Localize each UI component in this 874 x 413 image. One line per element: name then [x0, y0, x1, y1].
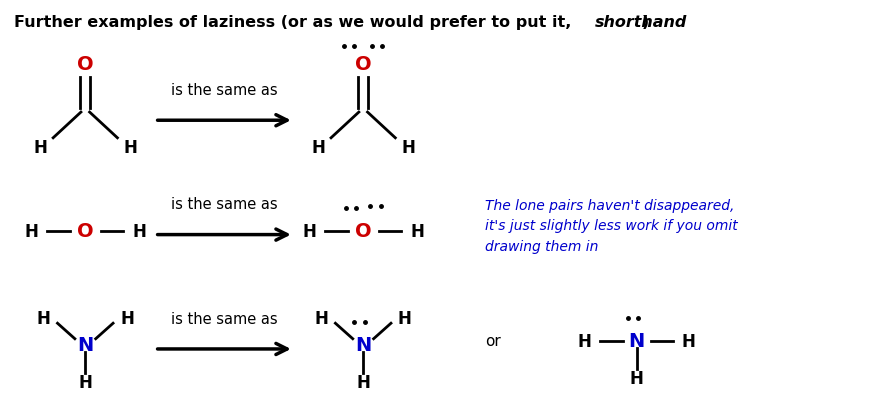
Text: H: H — [24, 222, 38, 240]
Text: N: N — [77, 335, 94, 354]
Text: H: H — [401, 138, 415, 157]
Text: H: H — [120, 310, 134, 328]
Text: ): ) — [642, 15, 649, 30]
Text: O: O — [355, 221, 371, 240]
Text: O: O — [77, 221, 94, 240]
Text: is the same as: is the same as — [171, 197, 278, 212]
Text: H: H — [37, 310, 51, 328]
Text: or: or — [486, 333, 502, 349]
Text: O: O — [77, 55, 94, 74]
Text: H: H — [410, 222, 424, 240]
Text: H: H — [302, 222, 316, 240]
Text: H: H — [79, 373, 93, 391]
Text: H: H — [311, 138, 325, 157]
Text: N: N — [355, 335, 371, 354]
Text: shorthand: shorthand — [595, 15, 688, 30]
Text: Further examples of laziness (or as we would prefer to put it,: Further examples of laziness (or as we w… — [14, 15, 577, 30]
Text: H: H — [630, 369, 643, 387]
Text: H: H — [132, 222, 146, 240]
Text: H: H — [33, 138, 47, 157]
Text: N: N — [628, 332, 645, 351]
Text: H: H — [578, 332, 592, 350]
Text: H: H — [123, 138, 137, 157]
Text: is the same as: is the same as — [171, 311, 278, 326]
Text: H: H — [682, 332, 696, 350]
Text: is the same as: is the same as — [171, 83, 278, 98]
Text: The lone pairs haven't disappeared,
it's just slightly less work if you omit
dra: The lone pairs haven't disappeared, it's… — [485, 198, 738, 254]
Text: H: H — [398, 310, 412, 328]
Text: H: H — [315, 310, 329, 328]
Text: O: O — [355, 55, 371, 74]
Text: H: H — [357, 373, 370, 391]
